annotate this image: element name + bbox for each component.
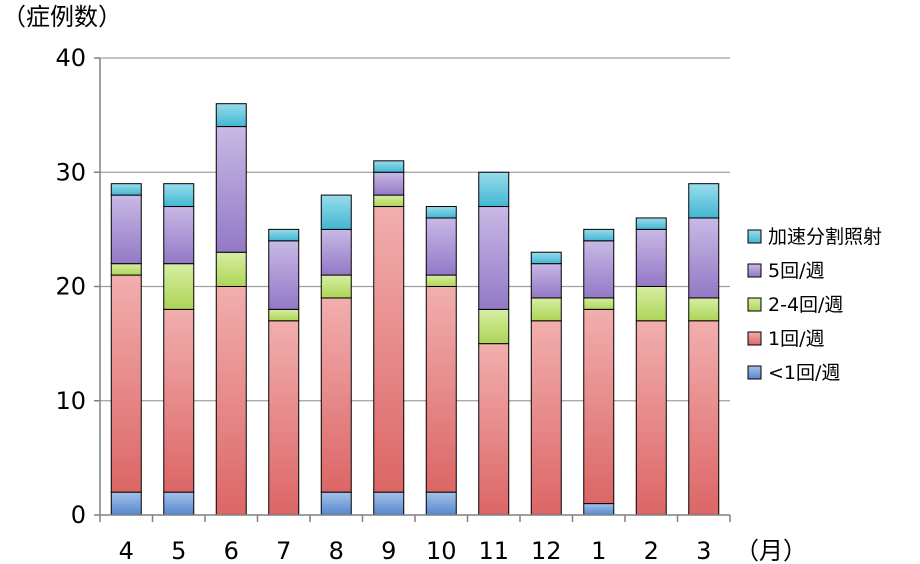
x-tick-label: 9 xyxy=(381,537,396,564)
legend-label: 加速分割照射 xyxy=(768,226,882,248)
bar-segment xyxy=(215,251,247,288)
bar-segment xyxy=(583,503,615,516)
legend-label: <1回/週 xyxy=(768,362,840,384)
x-tick-label: 7 xyxy=(276,537,291,564)
bar-segment xyxy=(215,286,247,516)
bar-segment xyxy=(530,263,562,299)
bar-segment xyxy=(688,183,720,219)
bar-segment xyxy=(110,183,142,196)
bar-segment xyxy=(635,228,667,287)
bar-segment xyxy=(163,206,195,265)
bar-segment xyxy=(425,206,457,219)
x-axis-unit: （月） xyxy=(735,537,807,564)
y-tick-label: 0 xyxy=(71,501,86,529)
bar-segment xyxy=(320,194,352,230)
bar-segment xyxy=(215,103,247,128)
x-tick-label: 3 xyxy=(696,537,711,564)
bar-segment xyxy=(110,274,142,493)
bar-segment xyxy=(688,320,720,516)
x-tick-label: 8 xyxy=(329,537,344,564)
legend-label: 2-4回/週 xyxy=(768,294,843,316)
bar-segment xyxy=(530,320,562,516)
x-tick-label: 10 xyxy=(426,537,457,564)
bar-segment xyxy=(583,308,615,505)
bar-segment xyxy=(635,217,667,230)
bar-segment xyxy=(425,217,457,276)
y-axis-label: （症例数） xyxy=(2,3,122,31)
bar-segment xyxy=(478,343,510,516)
bar-segment xyxy=(163,263,195,310)
bar-segment xyxy=(583,297,615,310)
bar-segment xyxy=(635,286,667,322)
bar-segment xyxy=(425,274,457,288)
bar-segment xyxy=(110,263,142,276)
legend-swatch xyxy=(747,365,762,380)
bar-segment xyxy=(268,320,300,516)
gridlines xyxy=(100,57,730,402)
bar-segment xyxy=(163,183,195,208)
x-tick-label: 11 xyxy=(478,537,509,564)
bar-segment xyxy=(163,308,195,493)
y-tick-label: 10 xyxy=(55,387,86,415)
bar-segment xyxy=(425,286,457,493)
bar-segment xyxy=(688,217,720,299)
x-tick-label: 4 xyxy=(119,537,134,564)
y-tick-label: 40 xyxy=(55,44,86,72)
bar-segment xyxy=(478,171,510,208)
bar-segment xyxy=(583,228,615,242)
x-tick-label: 1 xyxy=(591,537,606,564)
bar-segment xyxy=(163,491,195,516)
bar-segment xyxy=(373,171,405,196)
y-tick-label: 20 xyxy=(55,273,86,301)
bar-segment xyxy=(478,206,510,310)
bar-segment xyxy=(583,240,615,299)
axes xyxy=(94,57,731,522)
bar-segment xyxy=(373,160,405,173)
bar-segment xyxy=(320,491,352,516)
bar-segment xyxy=(320,274,352,299)
bar-segment xyxy=(530,251,562,265)
legend-swatch xyxy=(747,263,762,278)
bars xyxy=(110,103,720,516)
bar-segment xyxy=(110,194,142,265)
x-tick-label: 2 xyxy=(644,537,659,564)
bar-segment xyxy=(215,126,247,253)
x-tick-label: 12 xyxy=(531,537,562,564)
legend-label: 1回/週 xyxy=(768,328,825,350)
legend-swatch xyxy=(747,331,762,346)
x-tick-label: 6 xyxy=(224,537,239,564)
bar-segment xyxy=(688,297,720,322)
legend-label: 5回/週 xyxy=(768,260,825,282)
bar-segment xyxy=(530,297,562,322)
bar-segment xyxy=(635,320,667,516)
x-tick-label: 5 xyxy=(171,537,186,564)
bar-segment xyxy=(425,491,457,516)
bar-segment xyxy=(268,308,300,322)
bar-segment xyxy=(320,228,352,276)
bar-segment xyxy=(373,491,405,516)
x-tick-labels: 4 5 6 7 8 9 10 11 12 1 2 3 xyxy=(119,537,712,564)
bar-segment xyxy=(478,308,510,345)
legend: 加速分割照射 5回/週 2-4回/週 1回/週 <1回/週 xyxy=(747,226,882,384)
y-tick-labels: 0 10 20 30 40 xyxy=(55,44,86,529)
legend-swatch xyxy=(747,229,762,244)
bar-segment xyxy=(320,297,352,493)
bar-segment xyxy=(110,491,142,516)
y-tick-label: 30 xyxy=(55,158,86,186)
bar-segment xyxy=(373,206,405,493)
bar-segment xyxy=(268,240,300,310)
bar-segment xyxy=(268,228,300,242)
bar-segment xyxy=(373,194,405,208)
legend-swatch xyxy=(747,297,762,312)
